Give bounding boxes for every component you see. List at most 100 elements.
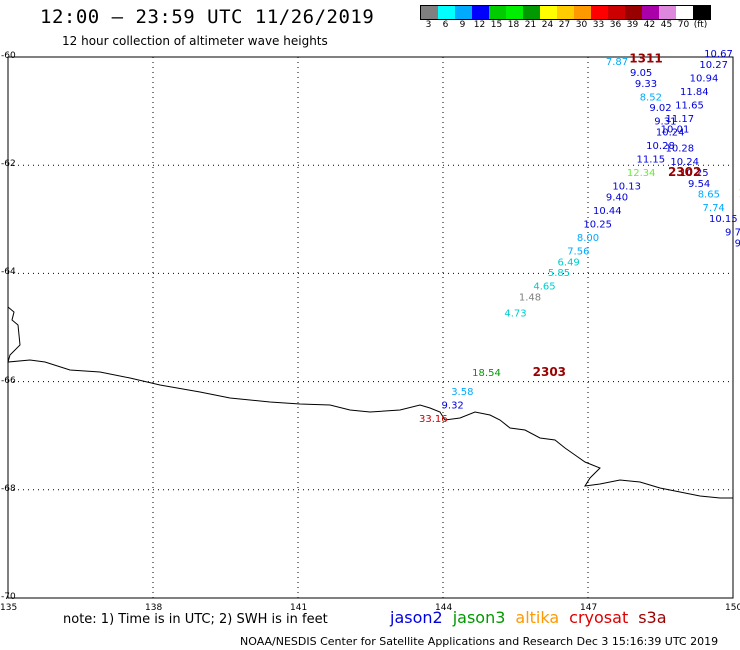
scale-label: 39 xyxy=(626,20,639,30)
scale-swatch xyxy=(489,6,506,19)
y-tick-label: -70 xyxy=(1,592,16,602)
x-tick-label: 141 xyxy=(290,603,308,613)
scale-label: 24 xyxy=(541,20,554,30)
wave-height-label: 9.31 xyxy=(654,117,676,128)
time-label: 1 xyxy=(738,187,740,201)
y-tick-label: -62 xyxy=(1,159,16,170)
scale-swatch xyxy=(574,6,591,19)
wave-height-label: 18.54 xyxy=(472,368,501,379)
scale-swatch xyxy=(642,6,659,19)
wave-height-label: 10.67 xyxy=(704,49,733,60)
wave-height-label: 9.33 xyxy=(635,79,657,90)
wave-height-label: 10.28 xyxy=(666,144,695,155)
wave-height-label: 9.05 xyxy=(630,68,652,79)
satellite-legend-item: jason2 xyxy=(390,608,443,627)
scale-swatch xyxy=(455,6,472,19)
y-tick-label: -64 xyxy=(1,267,16,278)
chart-title: 12:00 – 23:59 UTC 11/26/2019 xyxy=(40,6,375,28)
scale-label: 36 xyxy=(609,20,622,30)
scale-swatches xyxy=(420,5,711,20)
wave-height-label: 10.28 xyxy=(646,141,675,152)
time-label: 1311 xyxy=(629,51,662,65)
wave-height-label: 6.49 xyxy=(558,257,580,268)
scale-label: 27 xyxy=(558,20,571,30)
time-label: 2303 xyxy=(533,365,566,379)
scale-swatch xyxy=(625,6,642,19)
wave-height-label: 10.01 xyxy=(661,125,690,136)
wave-height-label: 9.54 xyxy=(688,179,710,190)
wave-height-label: 8.52 xyxy=(640,92,662,103)
scale-label: 45 xyxy=(660,20,673,30)
scale-swatch xyxy=(506,6,523,19)
scale-label: 30 xyxy=(575,20,588,30)
chart-subtitle: 12 hour collection of altimeter wave hei… xyxy=(62,34,328,48)
wave-height-label: 33.16 xyxy=(419,414,448,425)
scale-swatch xyxy=(523,6,540,19)
satellite-legend-item: altika xyxy=(515,608,560,627)
wave-height-label: 10.13 xyxy=(612,182,641,193)
wave-height-label: 10.25 xyxy=(583,219,612,230)
satellite-legend-item: jason3 xyxy=(452,608,506,627)
scale-label: 6 xyxy=(442,20,449,30)
coastline xyxy=(7,306,733,499)
scale-label: (ft) xyxy=(693,20,708,30)
wave-height-label: 11.84 xyxy=(680,87,709,98)
wave-height-label: 9.32 xyxy=(442,401,464,412)
footer-credit: NOAA/NESDIS Center for Satellite Applica… xyxy=(240,635,719,648)
scale-labels: 3 6 9 12 15 18 21 24 27 30 33 36 39 42 45 70 (ft) xyxy=(420,20,711,32)
wave-height-label: 7.74 xyxy=(703,203,725,214)
scale-swatch xyxy=(676,6,693,19)
scale-swatch xyxy=(693,6,710,19)
wave-height-label: 4.73 xyxy=(504,309,526,320)
scale-label: 42 xyxy=(643,20,656,30)
wave-height-label: 8.65 xyxy=(698,190,720,201)
satellite-legend-item: cryosat xyxy=(569,608,629,627)
wave-height-label: 12.34 xyxy=(627,168,656,179)
x-tick-label: 144 xyxy=(435,603,453,613)
wave-height-label: 10.24 xyxy=(670,157,699,168)
wave-height-label: 1.48 xyxy=(519,292,541,303)
footer-note: note: 1) Time is in UTC; 2) SWH is in fe… xyxy=(63,612,328,627)
scale-swatch xyxy=(421,6,438,19)
wave-height-label: 11.15 xyxy=(637,154,666,165)
scale-swatch xyxy=(472,6,489,19)
wave-height-label: 4.65 xyxy=(533,282,555,293)
wave-height-label: 10.25 xyxy=(680,168,709,179)
scale-label: 15 xyxy=(490,20,503,30)
wave-height-label: 9 xyxy=(735,238,740,249)
wave-height-label: 9.02 xyxy=(649,103,671,114)
wave-height-label: 10.24 xyxy=(656,127,685,138)
y-tick-label: -66 xyxy=(1,375,16,386)
wave-height-label: 10.27 xyxy=(699,60,728,71)
scale-swatch xyxy=(659,6,676,19)
scale-label: 3 xyxy=(425,20,432,30)
wave-height-label: 8.00 xyxy=(577,233,599,244)
x-tick-label: 135 xyxy=(0,603,18,613)
wave-height-label: 10.15 xyxy=(709,214,738,225)
wave-height-label: 7.87 xyxy=(606,57,628,68)
wave-height-color-scale: 3 6 9 12 15 18 21 24 27 30 33 36 39 42 45 70 (ft) xyxy=(420,5,711,32)
scale-label: 21 xyxy=(524,20,537,30)
wave-height-label: 11.17 xyxy=(666,114,695,125)
scale-swatch xyxy=(438,6,455,19)
wave-height-label: 10.94 xyxy=(690,73,719,84)
y-tick-label: -68 xyxy=(1,483,16,494)
wave-height-label: 9.40 xyxy=(606,192,628,203)
x-tick-label: 147 xyxy=(580,603,598,613)
time-label: 2302 xyxy=(668,165,701,179)
satellite-legend-item: s3a xyxy=(638,608,667,627)
scale-label: 12 xyxy=(473,20,486,30)
scale-label: 70 xyxy=(677,20,690,30)
scale-label: 9 xyxy=(459,20,466,30)
wave-height-label: 10.44 xyxy=(593,206,622,217)
wave-height-label: 11.65 xyxy=(675,100,704,111)
satellite-legend: jason2 jason3 altika cryosat s3a xyxy=(390,608,677,627)
scale-label: 18 xyxy=(507,20,520,30)
wave-height-label: 5.85 xyxy=(548,268,570,279)
scale-label: 33 xyxy=(592,20,605,30)
scale-swatch xyxy=(557,6,574,19)
scale-swatch xyxy=(591,6,608,19)
wave-height-label: 9.7 xyxy=(725,228,740,239)
